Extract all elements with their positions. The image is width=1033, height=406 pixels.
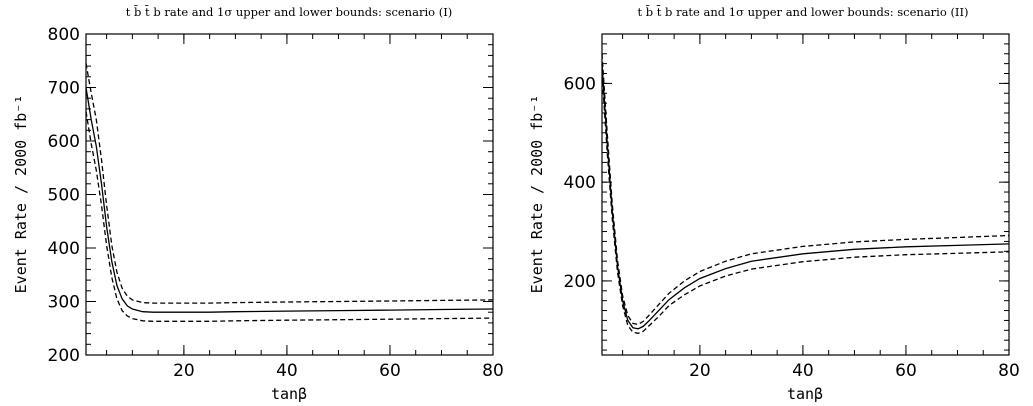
lower-bound-line — [601, 73, 1010, 334]
chart-panel-scenario-2: t b̄ t̄ b rate and 1σ upper and lower bo… — [528, 5, 1020, 403]
x-tick-label: 20 — [689, 361, 711, 381]
upper-bound-line — [85, 63, 494, 304]
x-tick-label: 60 — [895, 361, 917, 381]
upper-bound-line — [601, 53, 1010, 326]
y-tick-label: 400 — [48, 239, 80, 259]
chart-title: t b̄ t̄ b rate and 1σ upper and lower bo… — [126, 5, 452, 19]
y-tick-label: 500 — [48, 186, 80, 206]
plot-frame — [85, 33, 494, 356]
x-tick-label: 60 — [379, 361, 401, 381]
y-tick-label: 300 — [48, 293, 80, 313]
chart-title: t b̄ t̄ b rate and 1σ upper and lower bo… — [637, 5, 968, 19]
x-tick-label: 40 — [276, 361, 298, 381]
x-tick-label: 40 — [792, 361, 814, 381]
central-rate-line — [601, 63, 1010, 330]
y-tick-label: 200 — [564, 272, 596, 292]
lower-bound-line — [85, 111, 494, 322]
y-tick-label: 700 — [48, 79, 80, 99]
x-tick-label: 80 — [998, 361, 1020, 381]
x-axis-label: tanβ — [787, 385, 823, 403]
y-tick-label: 600 — [564, 74, 596, 94]
y-tick-label: 400 — [564, 173, 596, 193]
y-tick-label: 200 — [48, 346, 80, 366]
chart-panel-scenario-1: t b̄ t̄ b rate and 1σ upper and lower bo… — [12, 5, 504, 403]
y-tick-label: 600 — [48, 132, 80, 152]
x-tick-label: 20 — [173, 361, 195, 381]
y-tick-label: 800 — [48, 25, 80, 45]
x-axis-label: tanβ — [271, 385, 307, 403]
central-rate-line — [85, 87, 494, 313]
y-axis-label: Event Rate / 2000 fb⁻¹ — [12, 95, 30, 294]
y-axis-label: Event Rate / 2000 fb⁻¹ — [528, 95, 546, 294]
x-tick-label: 80 — [482, 361, 504, 381]
plot-frame — [601, 33, 1010, 356]
